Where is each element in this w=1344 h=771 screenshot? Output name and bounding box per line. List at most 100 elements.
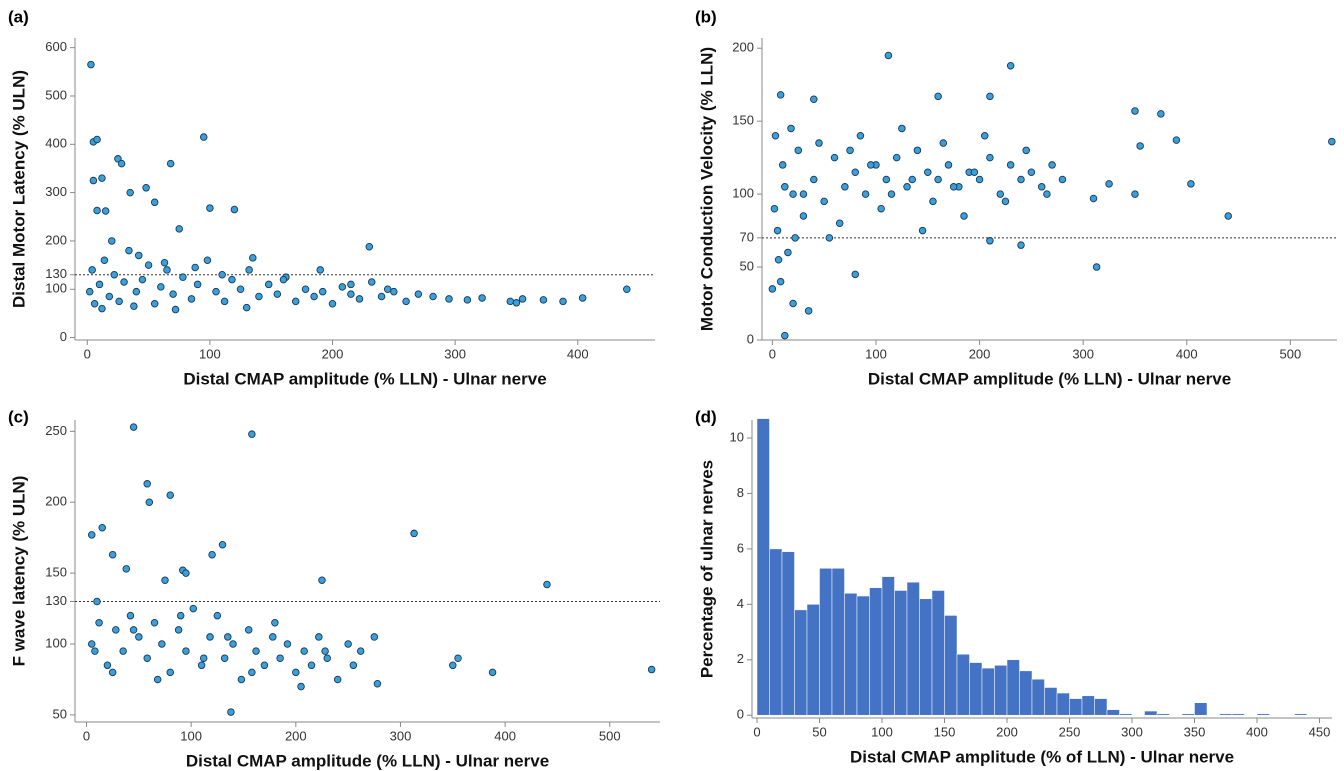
point bbox=[176, 611, 185, 620]
point bbox=[333, 675, 342, 684]
bar bbox=[1056, 692, 1070, 716]
point bbox=[1048, 161, 1056, 169]
bar bbox=[1144, 710, 1158, 716]
point bbox=[770, 204, 779, 213]
y-tick-label: 400 bbox=[45, 136, 67, 151]
bar bbox=[956, 653, 970, 716]
point bbox=[851, 270, 859, 279]
y-tick-label: 10 bbox=[730, 429, 744, 444]
point bbox=[787, 124, 795, 133]
point bbox=[1224, 212, 1232, 220]
point bbox=[119, 647, 127, 655]
point bbox=[292, 668, 300, 677]
point bbox=[103, 661, 112, 670]
point bbox=[810, 175, 818, 184]
point bbox=[189, 604, 198, 613]
point bbox=[108, 550, 117, 559]
bar bbox=[1156, 713, 1170, 716]
point bbox=[1058, 175, 1067, 184]
point bbox=[197, 661, 206, 670]
point bbox=[89, 176, 98, 185]
point bbox=[126, 611, 135, 620]
point bbox=[291, 297, 300, 306]
point bbox=[85, 287, 94, 296]
point bbox=[414, 290, 423, 298]
y-tick-label: 2 bbox=[737, 651, 744, 666]
point bbox=[143, 654, 151, 662]
point bbox=[518, 295, 527, 303]
point bbox=[101, 207, 110, 215]
point bbox=[160, 258, 169, 267]
point bbox=[144, 261, 153, 269]
point bbox=[158, 640, 166, 648]
point bbox=[986, 92, 994, 101]
point bbox=[506, 297, 515, 306]
point bbox=[166, 491, 174, 499]
point bbox=[95, 619, 103, 627]
point bbox=[892, 153, 901, 162]
point bbox=[781, 331, 789, 340]
point bbox=[1027, 168, 1036, 176]
point bbox=[212, 287, 220, 296]
point bbox=[463, 296, 472, 304]
point bbox=[794, 146, 803, 155]
y-tick-label: 100 bbox=[732, 186, 754, 201]
point bbox=[249, 254, 257, 262]
point bbox=[877, 204, 885, 213]
x-tick-label: 100 bbox=[865, 346, 887, 361]
point bbox=[488, 668, 497, 677]
point bbox=[135, 633, 143, 641]
y-tick-label: 50 bbox=[53, 706, 67, 721]
point bbox=[255, 292, 263, 301]
y-tick-label: 200 bbox=[45, 232, 67, 247]
point bbox=[830, 153, 839, 162]
point bbox=[383, 285, 392, 294]
x-axis-title: Distal CMAP amplitude (% of LLN) - Ulnar… bbox=[850, 747, 1234, 766]
point bbox=[370, 633, 379, 641]
point bbox=[1006, 61, 1015, 70]
x-tick-label: 400 bbox=[1246, 724, 1268, 739]
point bbox=[143, 480, 151, 488]
point bbox=[301, 285, 310, 294]
point bbox=[187, 295, 196, 303]
point bbox=[98, 524, 106, 532]
point bbox=[781, 183, 789, 191]
point bbox=[150, 619, 159, 627]
point bbox=[445, 295, 453, 303]
point bbox=[908, 175, 916, 184]
point bbox=[867, 161, 875, 169]
x-tick-label: 0 bbox=[84, 346, 91, 361]
point bbox=[1136, 142, 1144, 150]
x-tick-label: 250 bbox=[1059, 724, 1081, 739]
point bbox=[248, 430, 256, 438]
panel-label: (b) bbox=[695, 7, 717, 26]
y-tick-label: 500 bbox=[45, 87, 67, 102]
panel-label: (c) bbox=[8, 407, 29, 426]
point bbox=[98, 174, 106, 182]
y-axis-title: F wave latency (% ULN) bbox=[9, 476, 28, 667]
point bbox=[377, 292, 386, 301]
point bbox=[799, 212, 808, 220]
bar bbox=[1119, 713, 1133, 716]
point bbox=[108, 668, 117, 677]
x-tick-label: 50 bbox=[812, 724, 826, 739]
x-axis-title: Distal CMAP amplitude (% LLN) - Ulnar ne… bbox=[186, 751, 549, 770]
bar bbox=[1181, 713, 1195, 716]
point bbox=[182, 647, 190, 655]
bar bbox=[856, 595, 870, 716]
point bbox=[115, 297, 123, 306]
y-tick-label: 0 bbox=[60, 329, 67, 344]
x-tick-label: 300 bbox=[1121, 724, 1143, 739]
point bbox=[88, 266, 96, 274]
y-tick-label: 250 bbox=[45, 423, 67, 438]
bar bbox=[906, 581, 920, 716]
point bbox=[120, 278, 128, 286]
point bbox=[929, 197, 937, 206]
point bbox=[980, 131, 989, 140]
point bbox=[1017, 175, 1025, 184]
point bbox=[237, 675, 246, 684]
y-tick-label: 150 bbox=[45, 565, 67, 580]
point bbox=[206, 204, 214, 212]
point bbox=[970, 168, 979, 176]
point bbox=[110, 271, 118, 279]
